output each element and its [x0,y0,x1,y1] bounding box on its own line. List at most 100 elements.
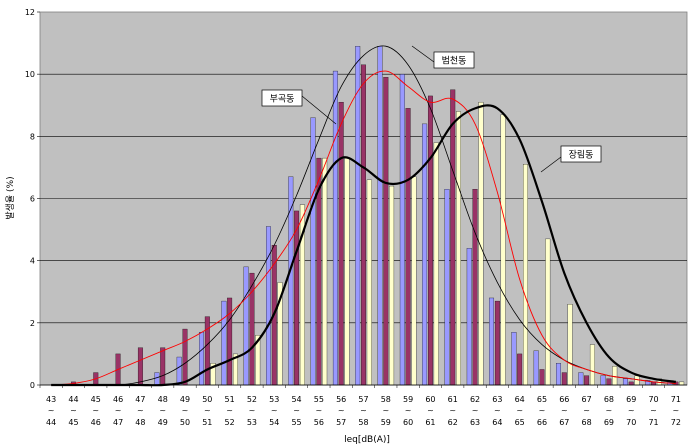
x-tick-label-top: 43 [46,395,56,404]
x-tick-label-top: 48 [158,395,168,404]
bar [517,353,523,386]
x-tick-label-top: 64 [515,395,525,404]
x-tick-label-bottom: 53 [247,418,257,427]
x-tick-label-bottom: 65 [515,418,525,427]
x-tick-label-bottom: 50 [180,418,190,427]
bar [578,372,584,386]
x-tick-separator: ~ [182,406,189,415]
callout-box [560,145,602,163]
callout-box [261,89,303,107]
bar [204,316,210,386]
bar [294,210,300,386]
series-line [51,45,676,386]
x-tick-label-bottom: 56 [314,418,324,427]
x-tick-separator: ~ [316,406,323,415]
x-tick-separator: ~ [405,406,412,415]
bar [523,164,528,386]
x-tick-label-top: 70 [648,395,658,404]
x-tick-label-bottom: 72 [671,418,681,427]
x-tick-label-top: 51 [225,395,235,404]
x-tick-label-bottom: 57 [336,418,346,427]
y-tick-label: 12 [25,8,35,17]
bar [600,375,606,386]
x-tick-separator: ~ [628,406,635,415]
y-tick-label: 8 [30,132,35,141]
x-tick-label-top: 55 [314,395,324,404]
x-tick-separator: ~ [561,406,568,415]
x-tick-label-top: 60 [425,395,435,404]
x-tick-label-top: 71 [671,395,681,404]
x-tick-label-top: 67 [582,395,592,404]
bar [243,266,249,386]
x-tick-label-bottom: 49 [158,418,168,427]
x-tick-label-bottom: 69 [604,418,614,427]
x-tick-separator: ~ [226,406,233,415]
x-tick-label-bottom: 44 [46,418,56,427]
y-tick-label: 4 [30,257,35,266]
x-tick-label-top: 46 [113,395,123,404]
x-tick-separator: ~ [48,406,55,415]
bar [411,176,417,386]
bar [266,226,271,386]
y-tick-label: 10 [25,70,35,79]
bar [355,46,361,386]
bar [366,179,372,386]
bar [137,347,143,386]
x-tick-label-top: 59 [403,395,413,404]
x-tick-label-top: 57 [358,395,368,404]
callout-label: 부곡동 [270,94,295,105]
bar [511,332,517,386]
x-tick-label-top: 65 [537,395,547,404]
bar [433,142,439,386]
bar [556,363,561,386]
x-tick-separator: ~ [449,406,456,415]
x-tick-label-top: 49 [180,395,190,404]
x-tick-label-top: 44 [68,395,78,404]
bar [567,304,573,386]
x-tick-separator: ~ [137,406,144,415]
x-tick-label-bottom: 59 [381,418,391,427]
x-tick-label-top: 45 [91,395,101,404]
bar [539,369,545,386]
x-tick-separator: ~ [516,406,523,415]
x-tick-separator: ~ [293,406,300,415]
bar [361,64,366,386]
x-tick-separator: ~ [115,406,122,415]
x-tick-label-bottom: 67 [559,418,569,427]
bar [489,297,495,386]
x-tick-label-bottom: 58 [358,418,368,427]
y-tick-label: 2 [30,319,35,328]
x-tick-label-top: 58 [381,395,391,404]
bar [450,89,456,386]
x-tick-label-bottom: 66 [537,418,547,427]
y-tick-label: 0 [30,381,35,390]
x-tick-separator: ~ [204,406,211,415]
x-tick-label-top: 66 [559,395,569,404]
bar [154,372,160,386]
bar [227,297,233,386]
x-tick-label-top: 53 [269,395,279,404]
callout-box [433,51,475,69]
bar [533,350,539,386]
bar [634,375,640,386]
bar [500,114,506,386]
x-tick-label-top: 50 [202,395,212,404]
x-tick-label-bottom: 46 [91,418,101,427]
x-tick-label-bottom: 68 [582,418,592,427]
x-tick-label-bottom: 48 [135,418,145,427]
bar [545,238,551,386]
x-tick-separator: ~ [606,406,613,415]
bar [584,375,590,386]
x-tick-label-top: 63 [492,395,502,404]
x-tick-separator: ~ [249,406,256,415]
y-axis-ticks: 0 2 4 6 8 10 12 [25,8,40,390]
x-tick-label-bottom: 63 [470,418,480,427]
bar [160,347,166,386]
bar [589,344,595,386]
x-tick-label-bottom: 71 [648,418,658,427]
bar [405,108,411,386]
bar [344,157,350,386]
bar [561,372,567,386]
